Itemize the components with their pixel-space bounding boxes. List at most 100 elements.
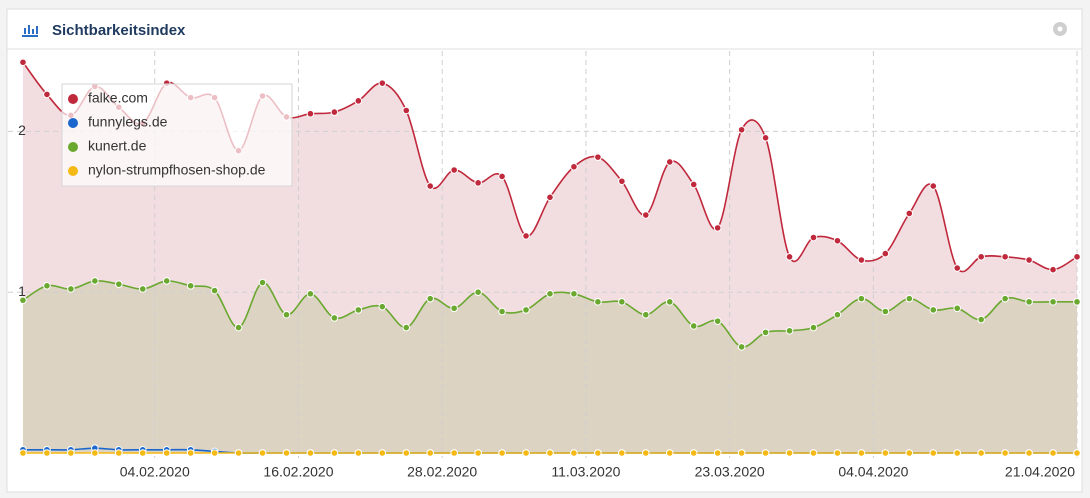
- point: [234, 449, 243, 457]
- point: [1001, 294, 1009, 303]
- point: [642, 211, 650, 219]
- point: [929, 449, 938, 457]
- point: [19, 449, 27, 457]
- point: [857, 256, 866, 264]
- point: [498, 307, 506, 316]
- point: [522, 306, 530, 314]
- point: [809, 233, 818, 242]
- point: [833, 236, 842, 245]
- x-tick-label: 28.02.2020: [407, 464, 477, 480]
- point: [737, 343, 746, 351]
- point: [210, 286, 219, 295]
- point: [713, 317, 722, 325]
- point: [378, 449, 387, 457]
- chart-title: Sichtbarkeitsindex: [52, 22, 186, 39]
- point: [905, 294, 914, 303]
- point: [450, 166, 458, 174]
- point: [1073, 298, 1081, 306]
- point: [689, 449, 698, 457]
- point: [642, 310, 650, 319]
- point: [474, 179, 482, 187]
- point: [186, 281, 195, 290]
- point: [594, 298, 602, 306]
- point: [833, 310, 842, 319]
- point: [474, 449, 482, 457]
- point: [570, 290, 578, 298]
- point: [138, 449, 147, 457]
- point: [450, 304, 458, 313]
- point: [618, 298, 626, 306]
- point: [546, 290, 554, 298]
- point: [498, 172, 506, 181]
- point: [977, 449, 985, 457]
- point: [570, 449, 578, 457]
- legend-marker: [68, 94, 78, 104]
- point: [1073, 253, 1081, 261]
- point: [618, 177, 626, 186]
- point: [114, 280, 123, 288]
- point: [186, 449, 195, 457]
- point: [91, 449, 99, 457]
- point: [330, 449, 339, 457]
- point: [665, 449, 674, 457]
- x-tick-label: 04.02.2020: [120, 464, 190, 480]
- point: [737, 449, 746, 457]
- point: [618, 449, 626, 457]
- y-tick-label: 2: [18, 122, 26, 138]
- point: [306, 109, 315, 118]
- point: [426, 294, 435, 303]
- point: [114, 449, 123, 457]
- point: [162, 277, 171, 285]
- point: [665, 158, 674, 166]
- point: [689, 180, 698, 189]
- point: [881, 307, 890, 316]
- point: [1049, 449, 1057, 457]
- point: [67, 449, 75, 457]
- legend-marker: [68, 142, 78, 152]
- point: [1025, 256, 1033, 264]
- point: [330, 314, 339, 322]
- point: [19, 58, 27, 67]
- point: [498, 449, 506, 457]
- settings-icon[interactable]: [1053, 22, 1067, 36]
- x-tick-label: 04.04.2020: [838, 464, 908, 480]
- x-tick-label: 16.02.2020: [263, 464, 333, 480]
- point: [402, 449, 411, 457]
- point: [881, 449, 890, 457]
- point: [665, 298, 674, 306]
- point: [378, 302, 387, 311]
- point: [785, 326, 794, 335]
- x-tick-label: 21.04.2020: [1005, 464, 1075, 480]
- point: [546, 449, 554, 457]
- point: [522, 232, 530, 240]
- point: [570, 162, 578, 171]
- point: [953, 304, 962, 313]
- area: [22, 280, 1077, 453]
- point: [138, 285, 147, 293]
- point: [354, 449, 363, 457]
- point: [785, 253, 794, 261]
- point: [905, 449, 914, 457]
- point: [857, 294, 866, 303]
- legend-box: [61, 83, 293, 187]
- point: [426, 449, 435, 457]
- legend-label: kunert.de: [88, 138, 147, 154]
- point: [43, 281, 51, 290]
- point: [402, 323, 411, 332]
- point: [450, 449, 458, 457]
- point: [977, 315, 985, 324]
- point: [953, 264, 962, 272]
- point: [642, 449, 650, 457]
- point: [809, 449, 818, 457]
- point: [43, 90, 51, 99]
- point: [282, 449, 291, 457]
- point: [67, 285, 75, 293]
- point: [905, 209, 914, 218]
- point: [857, 449, 866, 457]
- point: [258, 278, 267, 287]
- point: [594, 153, 602, 161]
- point: [354, 306, 363, 314]
- point: [1025, 298, 1033, 306]
- point: [162, 449, 171, 457]
- point: [1001, 253, 1009, 261]
